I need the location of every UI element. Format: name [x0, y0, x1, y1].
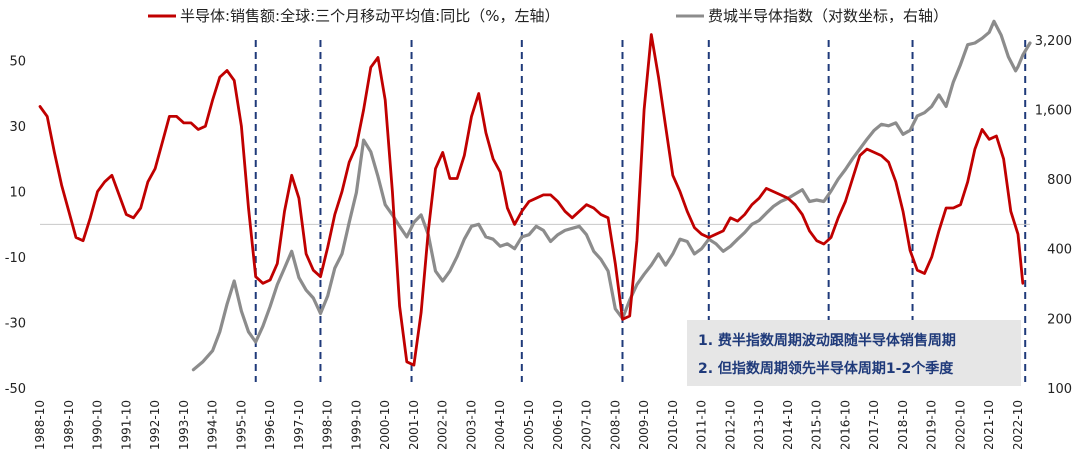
x-tick-label: 2010-10: [666, 400, 680, 449]
left-tick-label: 30: [9, 120, 26, 135]
x-tick-label: 2007-10: [580, 400, 594, 449]
x-tick-label: 2009-10: [637, 400, 651, 449]
x-tick-label: 2008-10: [608, 400, 622, 449]
x-tick-label: 1996-10: [263, 400, 277, 449]
x-tick-label: 2000-10: [378, 400, 392, 449]
legend: 半导体:销售额:全球:三个月移动平均值:同比（%，左轴） 费城半导体指数（对数坐…: [148, 7, 948, 25]
left-tick-label: 50: [9, 55, 26, 70]
right-tick-label: 3,200: [1035, 34, 1072, 49]
x-tick-label: 2002-10: [436, 400, 450, 449]
x-tick-label: 2020-10: [953, 400, 967, 449]
x-tick-label: 1997-10: [292, 400, 306, 449]
x-axis-ticks: 1988-10 1989-10 1990-10 1991-10 1992-10 1993-…: [33, 400, 1025, 449]
annotation-box: 1. 费半指数周期波动跟随半导体销售周期 2. 但指数周期领先半导体周期1-2个…: [687, 320, 1021, 386]
x-tick-label: 2019-10: [925, 400, 939, 449]
x-tick-label: 1991-10: [119, 400, 133, 449]
x-tick-label: 1998-10: [321, 400, 335, 449]
x-tick-label: 2014-10: [781, 400, 795, 449]
x-tick-label: 2015-10: [810, 400, 824, 449]
x-tick-label: 1990-10: [91, 400, 105, 449]
x-tick-label: 2018-10: [896, 400, 910, 449]
x-tick-label: 1993-10: [177, 400, 191, 449]
annotation-background: [687, 320, 1021, 386]
left-tick-label: -30: [5, 317, 26, 332]
series-line-sox-index: [191, 19, 1032, 372]
x-tick-label: 2013-10: [752, 400, 766, 449]
right-tick-label: 200: [1047, 312, 1072, 327]
x-tick-label: 2017-10: [867, 400, 881, 449]
left-tick-label: -50: [5, 382, 26, 397]
left-tick-label: -10: [5, 251, 26, 266]
x-tick-label: 1988-10: [33, 400, 47, 449]
series-line-semiconductor-sales: [38, 33, 1025, 367]
x-tick-label: 2003-10: [464, 400, 478, 449]
left-tick-label: 10: [9, 186, 26, 201]
right-tick-label: 400: [1047, 243, 1072, 258]
x-tick-label: 1999-10: [349, 400, 363, 449]
right-tick-label: 800: [1047, 173, 1072, 188]
x-tick-label: 2022-10: [1011, 400, 1025, 449]
x-tick-label: 2012-10: [723, 400, 737, 449]
x-tick-label: 2016-10: [838, 400, 852, 449]
x-tick-label: 2005-10: [522, 400, 536, 449]
x-tick-label: 2011-10: [695, 400, 709, 449]
x-tick-label: 2021-10: [982, 400, 996, 449]
annotation-line-2: 2. 但指数周期领先半导体周期1-2个季度: [698, 360, 954, 377]
annotation-line-1: 1. 费半指数周期波动跟随半导体销售周期: [698, 332, 956, 349]
x-tick-label: 1994-10: [206, 400, 220, 449]
x-tick-label: 2001-10: [407, 400, 421, 449]
x-tick-label: 2004-10: [493, 400, 507, 449]
legend-label-sox-index: 费城半导体指数（对数坐标，右轴）: [708, 7, 948, 25]
right-tick-label: 1,600: [1035, 103, 1072, 118]
legend-label-semiconductor-sales: 半导体:销售额:全球:三个月移动平均值:同比（%，左轴）: [180, 7, 559, 25]
right-tick-label: 100: [1047, 382, 1072, 397]
x-tick-label: 1992-10: [148, 400, 162, 449]
x-tick-label: 2006-10: [551, 400, 565, 449]
x-tick-label: 1989-10: [62, 400, 76, 449]
left-axis-ticks: 50 30 10 -10 -30 -50: [5, 55, 26, 397]
x-tick-label: 1995-10: [234, 400, 248, 449]
right-axis-ticks: 3,200 1,600 800 400 200 100: [1035, 34, 1072, 397]
